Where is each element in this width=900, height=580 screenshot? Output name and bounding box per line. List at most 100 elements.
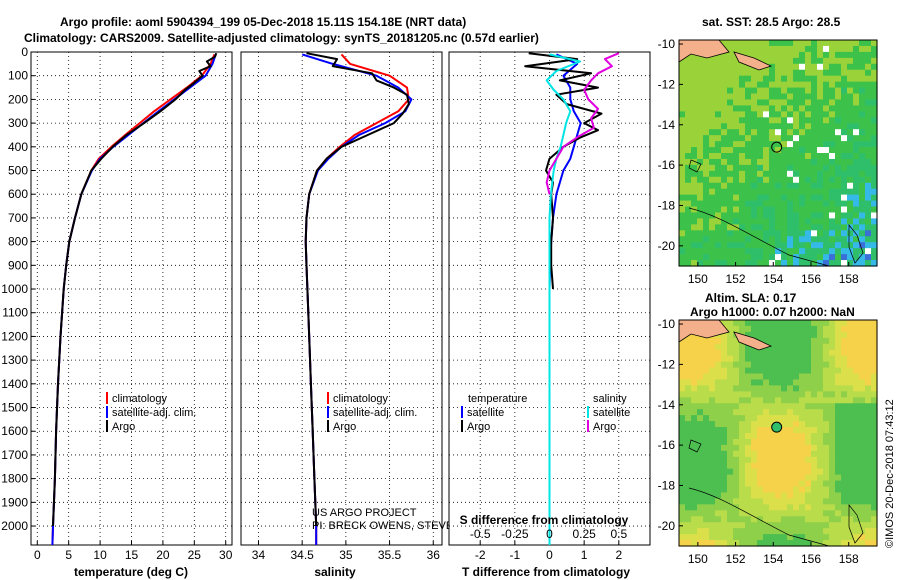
map-cell [685, 158, 692, 166]
map-cell [865, 403, 872, 410]
map-cell [841, 397, 848, 404]
map-cell [709, 230, 716, 237]
map-cell [787, 325, 794, 333]
map-cell [847, 522, 854, 529]
map-cell [817, 427, 824, 434]
map-cell [793, 480, 800, 488]
map-cell [823, 45, 830, 53]
map-cell [871, 63, 878, 71]
map-cell [865, 45, 872, 53]
map-cell [799, 450, 806, 458]
map-cell [781, 427, 788, 434]
map-cell [871, 93, 878, 101]
map-cell [865, 176, 872, 184]
map-cell [721, 516, 728, 523]
map-cell [709, 498, 716, 505]
map-cell [841, 129, 848, 136]
map-cell [817, 415, 824, 422]
map-cell [829, 385, 836, 392]
map-cell [811, 153, 818, 160]
map-cell [781, 87, 788, 95]
map-cell [841, 504, 848, 511]
map-cell [847, 540, 854, 547]
map-cell [745, 486, 752, 494]
legend-label-s-argo: Argo [593, 421, 616, 433]
map-cell [709, 433, 716, 440]
argo-position-marker [771, 421, 783, 433]
map-cell [805, 51, 812, 59]
map-cell [793, 373, 800, 381]
map-cell [811, 528, 818, 535]
map-cell [811, 516, 818, 523]
map-cell [709, 188, 716, 196]
map-cell [799, 438, 806, 446]
map-cell [715, 87, 722, 95]
map-cell [859, 153, 866, 160]
map-cell [787, 117, 794, 124]
map-cell [841, 450, 848, 458]
map-cell [853, 153, 860, 160]
map-cell [799, 69, 806, 77]
map-cell [739, 170, 746, 178]
map-cell [811, 325, 818, 333]
map-cell [829, 248, 836, 255]
map-cell [697, 456, 704, 464]
map-cell [733, 170, 740, 178]
map-cell [817, 492, 824, 500]
map-cell [709, 462, 716, 470]
map-cell [841, 111, 848, 118]
map-cell [805, 147, 812, 154]
map-cell [745, 522, 752, 529]
map-cell [697, 105, 704, 112]
map-cell [835, 224, 842, 231]
map-cell [709, 421, 716, 428]
map-cell [865, 40, 872, 47]
map-cell [715, 135, 722, 142]
map-cell [823, 528, 830, 535]
map-cell [787, 516, 794, 523]
map-cell [871, 349, 878, 357]
map-cell [727, 343, 734, 351]
map-cell [853, 105, 860, 112]
map-cell [853, 51, 860, 59]
map-cell [811, 99, 818, 107]
map-cell [841, 182, 848, 190]
map-cell [763, 540, 770, 547]
map-cell [727, 69, 734, 77]
map-cell [757, 504, 764, 511]
map-cell [685, 212, 692, 220]
map-cell [787, 218, 794, 225]
map-cell [679, 206, 686, 214]
map-cell [697, 486, 704, 494]
map-cell [727, 81, 734, 89]
map-cell [757, 75, 764, 83]
map-cell [721, 242, 728, 249]
map-cell [745, 367, 752, 375]
map-cell [763, 230, 770, 237]
map-cell [709, 147, 716, 154]
map-cell [757, 528, 764, 535]
map-cell [799, 337, 806, 345]
map-cell [715, 474, 722, 482]
map-cell [787, 75, 794, 83]
sla-map-panel: Altim. SLA: 0.17 Argo h1000: 0.07 h2000:… [658, 291, 878, 566]
map-cell [691, 158, 698, 166]
map-cell [697, 93, 704, 101]
map-cell [865, 468, 872, 476]
map-cell [781, 403, 788, 410]
map-cell [763, 468, 770, 476]
map-cell [733, 349, 740, 357]
map-cell [751, 170, 758, 178]
x-tick-label: 0 [546, 548, 553, 562]
map-cell [871, 236, 878, 243]
map-cell [727, 510, 734, 517]
map-cell [709, 444, 716, 452]
map-cell [685, 498, 692, 505]
map-cell [853, 385, 860, 392]
map-cell [691, 391, 698, 398]
map-cell [793, 391, 800, 398]
map-cell [871, 230, 878, 237]
map-cell [775, 325, 782, 333]
map-cell [835, 480, 842, 488]
map-cell [871, 194, 878, 202]
